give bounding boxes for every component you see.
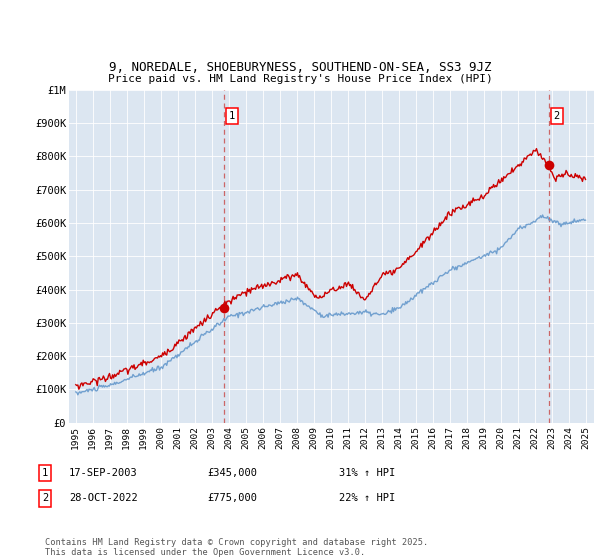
Text: 22% ↑ HPI: 22% ↑ HPI <box>339 493 395 503</box>
Text: 17-SEP-2003: 17-SEP-2003 <box>69 468 138 478</box>
Text: 1: 1 <box>229 111 235 122</box>
Text: 28-OCT-2022: 28-OCT-2022 <box>69 493 138 503</box>
Text: 2: 2 <box>42 493 48 503</box>
Text: Contains HM Land Registry data © Crown copyright and database right 2025.
This d: Contains HM Land Registry data © Crown c… <box>45 538 428 557</box>
Text: £345,000: £345,000 <box>207 468 257 478</box>
Text: Price paid vs. HM Land Registry's House Price Index (HPI): Price paid vs. HM Land Registry's House … <box>107 74 493 84</box>
Text: 31% ↑ HPI: 31% ↑ HPI <box>339 468 395 478</box>
Text: £775,000: £775,000 <box>207 493 257 503</box>
Text: 9, NOREDALE, SHOEBURYNESS, SOUTHEND-ON-SEA, SS3 9JZ: 9, NOREDALE, SHOEBURYNESS, SOUTHEND-ON-S… <box>109 61 491 74</box>
Text: 2: 2 <box>554 111 560 122</box>
Text: 1: 1 <box>42 468 48 478</box>
